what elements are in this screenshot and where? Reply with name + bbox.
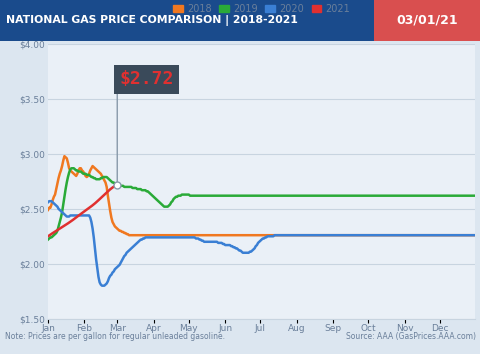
Text: Source: AAA (GasPrices.AAA.com): Source: AAA (GasPrices.AAA.com): [346, 332, 476, 341]
Text: Note: Prices are per gallon for regular unleaded gasoline.: Note: Prices are per gallon for regular …: [5, 332, 225, 341]
Legend: 2018, 2019, 2020, 2021: 2018, 2019, 2020, 2021: [169, 0, 354, 17]
Text: 03/01/21: 03/01/21: [396, 14, 458, 27]
Text: NATIONAL GAS PRICE COMPARISON | 2018-2021: NATIONAL GAS PRICE COMPARISON | 2018-202…: [6, 15, 298, 26]
Text: $2.72: $2.72: [120, 70, 174, 88]
